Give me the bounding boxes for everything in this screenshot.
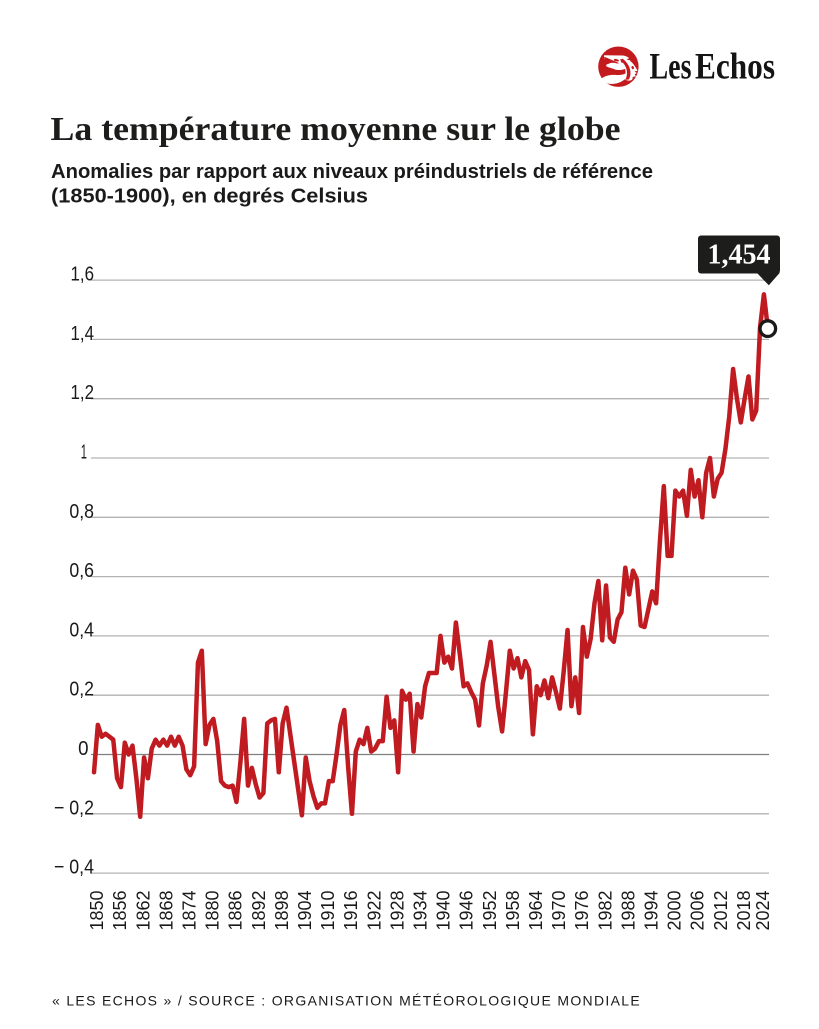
svg-text:1940: 1940: [434, 890, 454, 930]
svg-text:1910: 1910: [318, 890, 338, 930]
svg-text:2018: 2018: [734, 890, 754, 930]
svg-text:1,2: 1,2: [71, 381, 95, 404]
svg-text:0,2: 0,2: [69, 678, 94, 701]
svg-text:Les: Les: [650, 45, 692, 86]
svg-text:1,6: 1,6: [71, 263, 95, 286]
svg-text:0,8: 0,8: [69, 500, 94, 523]
svg-text:1994: 1994: [642, 890, 662, 930]
svg-text:1886: 1886: [226, 890, 246, 930]
svg-text:1964: 1964: [526, 890, 546, 930]
svg-text:1856: 1856: [110, 890, 130, 930]
svg-text:(1850-1900), en degrés Celsius: (1850-1900), en degrés Celsius: [51, 185, 368, 208]
svg-text:0: 0: [78, 737, 88, 760]
svg-text:1892: 1892: [249, 890, 269, 930]
svg-text:0,4: 0,4: [69, 618, 94, 641]
svg-text:1898: 1898: [272, 890, 292, 930]
svg-text:1988: 1988: [618, 890, 638, 930]
svg-text:1916: 1916: [341, 890, 361, 930]
svg-text:1958: 1958: [503, 890, 523, 930]
svg-text:1976: 1976: [572, 890, 592, 930]
svg-text:1880: 1880: [203, 890, 223, 930]
svg-text:0,6: 0,6: [69, 559, 94, 582]
svg-text:1: 1: [81, 441, 87, 464]
svg-text:1904: 1904: [295, 890, 315, 930]
svg-text:1952: 1952: [480, 890, 500, 930]
svg-text:1982: 1982: [595, 890, 615, 930]
svg-text:« LES ECHOS » / SOURCE : ORGAN: « LES ECHOS » / SOURCE : ORGANISATION MÉ…: [52, 992, 641, 1008]
svg-text:1946: 1946: [457, 890, 477, 930]
svg-text:2006: 2006: [688, 890, 708, 930]
svg-text:1850: 1850: [87, 890, 107, 930]
svg-text:− 0,2: − 0,2: [54, 796, 94, 819]
svg-text:La température moyenne sur le: La température moyenne sur le globe: [51, 111, 621, 148]
svg-text:1,4: 1,4: [71, 322, 95, 345]
svg-text:1874: 1874: [180, 890, 200, 930]
svg-text:− 0,4: − 0,4: [54, 856, 94, 879]
svg-text:Echos: Echos: [695, 45, 775, 86]
svg-text:2012: 2012: [711, 890, 731, 930]
svg-text:1862: 1862: [133, 890, 153, 930]
svg-text:2000: 2000: [665, 890, 685, 930]
svg-text:Anomalies par rapport aux nive: Anomalies par rapport aux niveaux préind…: [51, 160, 653, 183]
svg-text:1868: 1868: [156, 890, 176, 930]
svg-text:1934: 1934: [411, 890, 431, 930]
svg-text:1922: 1922: [364, 890, 384, 930]
svg-text:1970: 1970: [549, 890, 569, 930]
svg-text:1,454: 1,454: [708, 239, 771, 271]
svg-text:1928: 1928: [387, 890, 407, 930]
svg-text:2024: 2024: [753, 890, 773, 930]
